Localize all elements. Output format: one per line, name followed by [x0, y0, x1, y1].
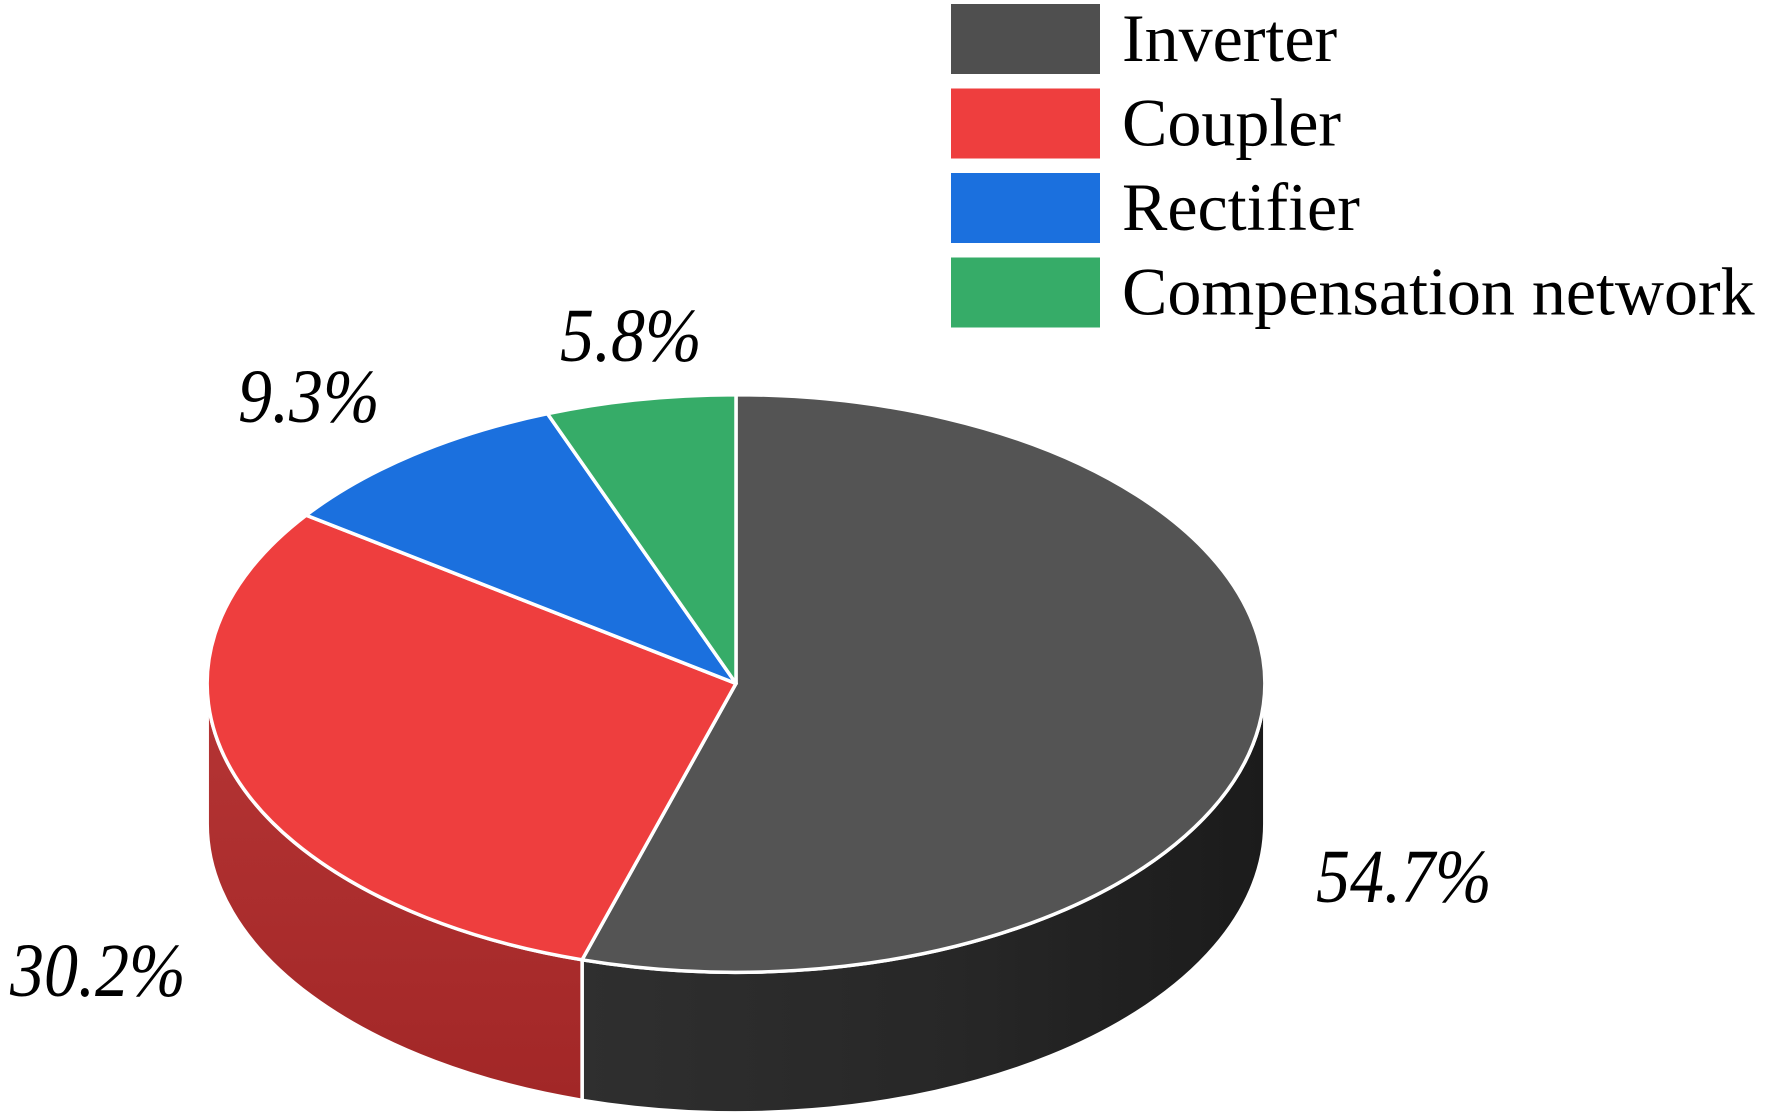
- svg-text:54.7%: 54.7%: [1316, 834, 1492, 918]
- svg-text:5.8%: 5.8%: [560, 293, 702, 377]
- svg-text:Compensation network: Compensation network: [1122, 254, 1755, 330]
- svg-text:Coupler: Coupler: [1122, 85, 1341, 161]
- svg-text:Inverter: Inverter: [1122, 0, 1338, 76]
- svg-text:30.2%: 30.2%: [9, 928, 186, 1012]
- svg-text:Rectifier: Rectifier: [1122, 169, 1360, 245]
- svg-text:9.3%: 9.3%: [238, 354, 380, 438]
